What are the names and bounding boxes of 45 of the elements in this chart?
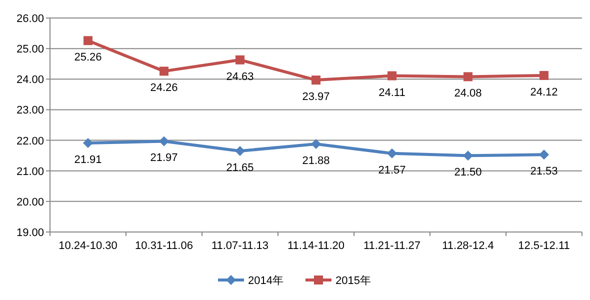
x-tick-label: 11.28-12.4	[442, 240, 494, 252]
point	[312, 76, 320, 85]
data-label: 21.57	[378, 164, 406, 176]
point	[463, 150, 473, 161]
x-tick-label: 11.14-11.20	[287, 240, 345, 252]
y-tick-label: 20.00	[16, 196, 44, 208]
data-label: 21.91	[74, 154, 102, 166]
data-label: 21.65	[226, 162, 254, 174]
data-label: 24.26	[150, 82, 178, 94]
point	[388, 71, 396, 80]
point	[540, 70, 548, 80]
x-tick-label: 10.24-10.30	[58, 240, 118, 252]
y-tick-label: 25.00	[16, 44, 44, 56]
point	[159, 136, 169, 146]
point	[83, 138, 93, 148]
legend-label: 2014年	[248, 275, 284, 287]
x-tick-label: 12.5-12.11	[518, 240, 570, 252]
point	[311, 138, 321, 149]
data-label: 24.63	[226, 70, 254, 83]
data-label: 23.97	[302, 91, 330, 104]
data-label: 25.26	[74, 52, 102, 64]
data-label: 21.50	[454, 166, 482, 179]
x-tick-label: 11.07-11.13	[211, 240, 269, 252]
point	[84, 36, 92, 46]
point	[464, 72, 472, 82]
point	[235, 146, 245, 156]
x-tick-label: 10.31-11.06	[135, 240, 193, 252]
point	[160, 66, 168, 76]
y-tick-label: 22.00	[16, 135, 44, 148]
data-label: 21.97	[150, 152, 178, 164]
data-label: 24.11	[378, 86, 406, 99]
x-tick-label: 11.21-11.27	[363, 240, 421, 252]
data-label: 24.08	[454, 88, 482, 100]
point	[539, 150, 549, 160]
legend-label: 2015年	[335, 275, 371, 287]
point	[387, 148, 397, 158]
point	[236, 55, 244, 64]
y-tick-label: 21.00	[16, 166, 44, 178]
y-tick-label: 24.00	[16, 74, 44, 86]
data-label: 21.88	[302, 154, 330, 167]
data-label: 21.53	[530, 166, 558, 178]
data-label: 24.12	[530, 86, 558, 98]
y-tick-label: 26.00	[16, 13, 44, 25]
y-tick-label: 23.00	[16, 104, 44, 117]
y-tick-label: 19.00	[16, 227, 44, 239]
